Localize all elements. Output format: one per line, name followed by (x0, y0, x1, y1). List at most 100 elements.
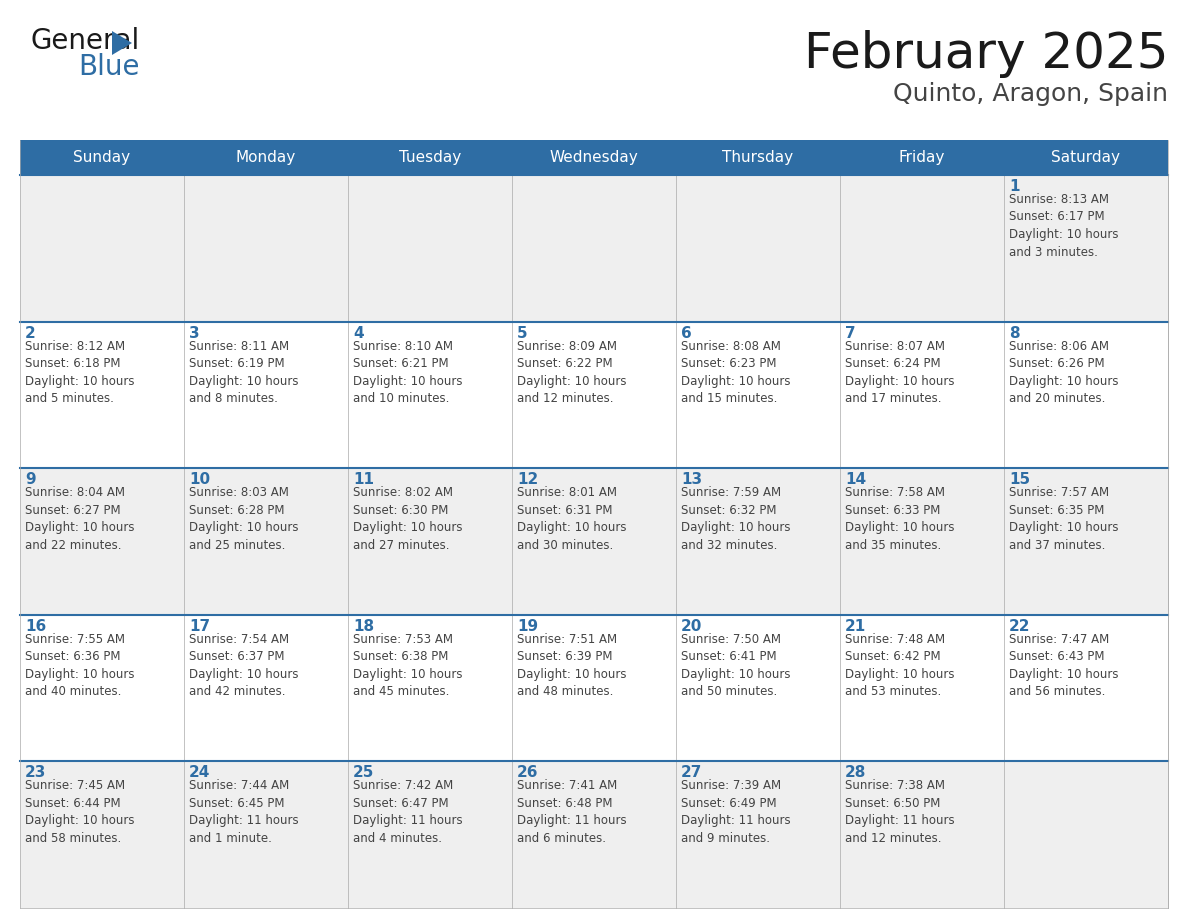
Text: 1: 1 (1009, 179, 1019, 194)
Text: Blue: Blue (78, 53, 139, 81)
Text: Sunrise: 7:48 AM
Sunset: 6:42 PM
Daylight: 10 hours
and 53 minutes.: Sunrise: 7:48 AM Sunset: 6:42 PM Dayligh… (845, 633, 954, 699)
Text: 15: 15 (1009, 472, 1030, 487)
Text: 4: 4 (353, 326, 364, 341)
Text: 9: 9 (25, 472, 36, 487)
Bar (840, 468, 1004, 615)
Bar (20, 140, 1168, 175)
Bar (1004, 761, 1168, 908)
Polygon shape (112, 31, 132, 55)
Text: Sunrise: 8:08 AM
Sunset: 6:23 PM
Daylight: 10 hours
and 15 minutes.: Sunrise: 8:08 AM Sunset: 6:23 PM Dayligh… (681, 340, 790, 405)
Bar (184, 175, 348, 321)
Bar (348, 175, 512, 321)
Text: 24: 24 (189, 766, 210, 780)
Text: 11: 11 (353, 472, 374, 487)
Text: Quinto, Aragon, Spain: Quinto, Aragon, Spain (893, 82, 1168, 106)
Text: 14: 14 (845, 472, 866, 487)
Text: Thursday: Thursday (722, 150, 794, 165)
Bar (348, 468, 512, 615)
Text: Sunrise: 7:44 AM
Sunset: 6:45 PM
Daylight: 11 hours
and 1 minute.: Sunrise: 7:44 AM Sunset: 6:45 PM Dayligh… (189, 779, 298, 845)
Text: Sunrise: 7:38 AM
Sunset: 6:50 PM
Daylight: 11 hours
and 12 minutes.: Sunrise: 7:38 AM Sunset: 6:50 PM Dayligh… (845, 779, 955, 845)
Text: Sunrise: 7:59 AM
Sunset: 6:32 PM
Daylight: 10 hours
and 32 minutes.: Sunrise: 7:59 AM Sunset: 6:32 PM Dayligh… (681, 487, 790, 552)
Text: Sunrise: 8:07 AM
Sunset: 6:24 PM
Daylight: 10 hours
and 17 minutes.: Sunrise: 8:07 AM Sunset: 6:24 PM Dayligh… (845, 340, 954, 405)
Bar (676, 468, 840, 615)
Bar (20, 615, 184, 761)
Text: 7: 7 (845, 326, 855, 341)
Text: Sunrise: 8:01 AM
Sunset: 6:31 PM
Daylight: 10 hours
and 30 minutes.: Sunrise: 8:01 AM Sunset: 6:31 PM Dayligh… (517, 487, 626, 552)
Text: Sunrise: 7:45 AM
Sunset: 6:44 PM
Daylight: 10 hours
and 58 minutes.: Sunrise: 7:45 AM Sunset: 6:44 PM Dayligh… (25, 779, 134, 845)
Bar (512, 761, 676, 908)
Text: Sunrise: 8:06 AM
Sunset: 6:26 PM
Daylight: 10 hours
and 20 minutes.: Sunrise: 8:06 AM Sunset: 6:26 PM Dayligh… (1009, 340, 1118, 405)
Bar (840, 615, 1004, 761)
Text: 3: 3 (189, 326, 200, 341)
Bar (184, 761, 348, 908)
Text: 27: 27 (681, 766, 702, 780)
Text: 26: 26 (517, 766, 538, 780)
Text: 8: 8 (1009, 326, 1019, 341)
Text: Sunrise: 7:58 AM
Sunset: 6:33 PM
Daylight: 10 hours
and 35 minutes.: Sunrise: 7:58 AM Sunset: 6:33 PM Dayligh… (845, 487, 954, 552)
Bar (676, 761, 840, 908)
Text: Saturday: Saturday (1051, 150, 1120, 165)
Bar (348, 615, 512, 761)
Text: 17: 17 (189, 619, 210, 633)
Bar (20, 175, 184, 321)
Text: Sunrise: 7:54 AM
Sunset: 6:37 PM
Daylight: 10 hours
and 42 minutes.: Sunrise: 7:54 AM Sunset: 6:37 PM Dayligh… (189, 633, 298, 699)
Text: 25: 25 (353, 766, 374, 780)
Bar (348, 321, 512, 468)
Bar (512, 321, 676, 468)
Bar (184, 321, 348, 468)
Text: Sunrise: 7:39 AM
Sunset: 6:49 PM
Daylight: 11 hours
and 9 minutes.: Sunrise: 7:39 AM Sunset: 6:49 PM Dayligh… (681, 779, 791, 845)
Text: 5: 5 (517, 326, 527, 341)
Text: 28: 28 (845, 766, 866, 780)
Text: Sunrise: 7:55 AM
Sunset: 6:36 PM
Daylight: 10 hours
and 40 minutes.: Sunrise: 7:55 AM Sunset: 6:36 PM Dayligh… (25, 633, 134, 699)
Bar (676, 321, 840, 468)
Text: 12: 12 (517, 472, 538, 487)
Bar (512, 468, 676, 615)
Text: Sunrise: 8:04 AM
Sunset: 6:27 PM
Daylight: 10 hours
and 22 minutes.: Sunrise: 8:04 AM Sunset: 6:27 PM Dayligh… (25, 487, 134, 552)
Text: Sunrise: 7:51 AM
Sunset: 6:39 PM
Daylight: 10 hours
and 48 minutes.: Sunrise: 7:51 AM Sunset: 6:39 PM Dayligh… (517, 633, 626, 699)
Text: 13: 13 (681, 472, 702, 487)
Text: Monday: Monday (236, 150, 296, 165)
Text: Sunday: Sunday (74, 150, 131, 165)
Text: Sunrise: 8:09 AM
Sunset: 6:22 PM
Daylight: 10 hours
and 12 minutes.: Sunrise: 8:09 AM Sunset: 6:22 PM Dayligh… (517, 340, 626, 405)
Text: 16: 16 (25, 619, 46, 633)
Bar (840, 761, 1004, 908)
Text: February 2025: February 2025 (803, 30, 1168, 78)
Text: Sunrise: 8:13 AM
Sunset: 6:17 PM
Daylight: 10 hours
and 3 minutes.: Sunrise: 8:13 AM Sunset: 6:17 PM Dayligh… (1009, 193, 1118, 259)
Bar (1004, 175, 1168, 321)
Text: Tuesday: Tuesday (399, 150, 461, 165)
Text: 2: 2 (25, 326, 36, 341)
Bar (348, 761, 512, 908)
Text: 6: 6 (681, 326, 691, 341)
Text: 18: 18 (353, 619, 374, 633)
Bar (20, 468, 184, 615)
Bar (512, 615, 676, 761)
Text: Sunrise: 7:42 AM
Sunset: 6:47 PM
Daylight: 11 hours
and 4 minutes.: Sunrise: 7:42 AM Sunset: 6:47 PM Dayligh… (353, 779, 462, 845)
Bar (20, 761, 184, 908)
Bar (840, 175, 1004, 321)
Text: Sunrise: 8:02 AM
Sunset: 6:30 PM
Daylight: 10 hours
and 27 minutes.: Sunrise: 8:02 AM Sunset: 6:30 PM Dayligh… (353, 487, 462, 552)
Text: 10: 10 (189, 472, 210, 487)
Text: Sunrise: 7:50 AM
Sunset: 6:41 PM
Daylight: 10 hours
and 50 minutes.: Sunrise: 7:50 AM Sunset: 6:41 PM Dayligh… (681, 633, 790, 699)
Bar (676, 615, 840, 761)
Bar (676, 175, 840, 321)
Text: Sunrise: 8:11 AM
Sunset: 6:19 PM
Daylight: 10 hours
and 8 minutes.: Sunrise: 8:11 AM Sunset: 6:19 PM Dayligh… (189, 340, 298, 405)
Bar (1004, 615, 1168, 761)
Text: 21: 21 (845, 619, 866, 633)
Text: Sunrise: 8:12 AM
Sunset: 6:18 PM
Daylight: 10 hours
and 5 minutes.: Sunrise: 8:12 AM Sunset: 6:18 PM Dayligh… (25, 340, 134, 405)
Text: 22: 22 (1009, 619, 1030, 633)
Text: 23: 23 (25, 766, 46, 780)
Bar (1004, 321, 1168, 468)
Text: General: General (30, 27, 139, 55)
Text: 20: 20 (681, 619, 702, 633)
Bar (840, 321, 1004, 468)
Bar (184, 468, 348, 615)
Bar (184, 615, 348, 761)
Bar (20, 321, 184, 468)
Text: Wednesday: Wednesday (550, 150, 638, 165)
Text: Sunrise: 7:53 AM
Sunset: 6:38 PM
Daylight: 10 hours
and 45 minutes.: Sunrise: 7:53 AM Sunset: 6:38 PM Dayligh… (353, 633, 462, 699)
Text: 19: 19 (517, 619, 538, 633)
Text: Sunrise: 8:03 AM
Sunset: 6:28 PM
Daylight: 10 hours
and 25 minutes.: Sunrise: 8:03 AM Sunset: 6:28 PM Dayligh… (189, 487, 298, 552)
Bar (1004, 468, 1168, 615)
Text: Sunrise: 8:10 AM
Sunset: 6:21 PM
Daylight: 10 hours
and 10 minutes.: Sunrise: 8:10 AM Sunset: 6:21 PM Dayligh… (353, 340, 462, 405)
Text: Sunrise: 7:57 AM
Sunset: 6:35 PM
Daylight: 10 hours
and 37 minutes.: Sunrise: 7:57 AM Sunset: 6:35 PM Dayligh… (1009, 487, 1118, 552)
